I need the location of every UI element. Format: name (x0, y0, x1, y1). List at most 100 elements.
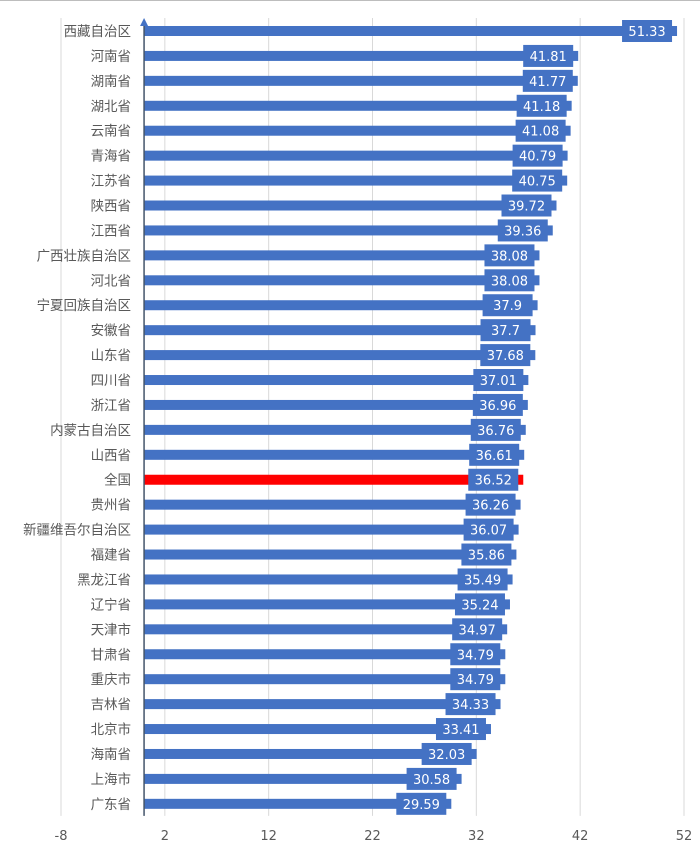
bar (144, 674, 506, 685)
bar (144, 275, 540, 286)
bar (144, 100, 572, 111)
data-label: 36.26 (472, 499, 509, 514)
data-label: 35.24 (461, 598, 498, 613)
category-label: 新疆维吾尔自治区 (23, 523, 131, 539)
category-label: 西藏自治区 (64, 24, 132, 40)
category-label: 江西省 (91, 223, 132, 239)
data-label: 37.9 (493, 299, 522, 314)
bar (144, 325, 536, 336)
category-label: 安徽省 (91, 323, 132, 339)
bar (144, 599, 510, 610)
bar (144, 175, 568, 186)
category-label: 浙江省 (91, 398, 132, 414)
bar (144, 375, 529, 386)
bar (144, 773, 462, 784)
category-label: 江苏省 (91, 174, 132, 190)
category-label: 陕西省 (91, 199, 132, 215)
data-label: 34.33 (452, 698, 489, 713)
data-label-box (461, 543, 512, 566)
data-label-box (622, 20, 673, 42)
data-label-box (457, 568, 508, 591)
data-label-box (497, 219, 548, 242)
category-label: 上海市 (91, 771, 132, 788)
category-label: 湖北省 (91, 99, 132, 115)
data-label: 38.08 (491, 274, 528, 289)
bar (144, 748, 477, 759)
bar (144, 499, 521, 510)
bar (144, 624, 508, 635)
data-label: 39.36 (504, 224, 541, 239)
bar (144, 699, 501, 710)
data-label: 36.07 (470, 524, 507, 539)
bar (144, 26, 678, 36)
data-label: 34.97 (459, 623, 496, 638)
data-label-box (515, 119, 566, 142)
data-label: 37.7 (491, 324, 520, 339)
data-label-box (473, 369, 524, 392)
data-label-box (484, 269, 535, 292)
category-label: 河南省 (91, 49, 132, 65)
data-label-box (482, 294, 533, 317)
data-label: 36.96 (479, 399, 516, 414)
data-label-box (465, 493, 516, 516)
data-label-box (450, 643, 501, 666)
data-label: 36.52 (475, 474, 512, 489)
data-label-box (484, 244, 535, 267)
bar (144, 724, 491, 735)
bar (144, 250, 540, 261)
data-label-box (522, 69, 573, 92)
data-label: 39.72 (508, 200, 545, 215)
data-label: 30.58 (413, 773, 450, 788)
data-label: 34.79 (457, 648, 494, 663)
x-tick-label: 42 (572, 829, 589, 844)
data-label-box (469, 443, 520, 466)
data-label: 51.33 (628, 25, 665, 40)
bar (144, 150, 568, 161)
data-label-box (516, 94, 567, 117)
data-label: 40.79 (519, 150, 556, 165)
category-label: 河北省 (91, 273, 132, 289)
category-label: 天津市 (91, 621, 132, 638)
data-label-box (512, 169, 563, 192)
x-tick-label: 32 (468, 829, 485, 844)
data-label: 41.08 (522, 125, 559, 140)
data-label: 36.61 (476, 449, 513, 464)
data-label-box (435, 718, 486, 741)
data-label: 41.18 (523, 100, 560, 115)
data-label-box (470, 418, 521, 441)
x-tick-label: 52 (676, 829, 693, 844)
data-label: 37.01 (480, 374, 517, 389)
category-label: 云南省 (91, 124, 132, 140)
data-label-box (421, 742, 472, 765)
top-border (0, 0, 700, 1)
data-label-box (468, 468, 519, 491)
bar (144, 225, 553, 236)
bar (144, 50, 579, 61)
data-label: 35.86 (468, 549, 505, 564)
category-label: 北京市 (91, 721, 132, 738)
bar (144, 399, 528, 410)
data-label-box (396, 792, 447, 815)
bar (144, 350, 536, 361)
bar (144, 75, 578, 86)
category-label: 吉林省 (91, 697, 132, 713)
category-label: 海南省 (91, 747, 132, 763)
category-label: 山东省 (91, 348, 132, 364)
bar (144, 649, 506, 660)
data-label-box (445, 693, 496, 716)
data-label: 41.81 (530, 50, 567, 65)
data-label-box (480, 344, 531, 367)
data-label-box (454, 593, 505, 616)
x-tick-label: 2 (161, 829, 169, 844)
category-label: 全国 (104, 472, 131, 489)
x-tick-label: 22 (364, 829, 381, 844)
category-label: 甘肃省 (91, 647, 132, 663)
bar (144, 524, 519, 535)
bar (144, 474, 524, 485)
bar (144, 424, 526, 435)
data-label-box (463, 518, 514, 541)
data-label-box (512, 144, 563, 167)
data-label-box (406, 767, 457, 790)
bar (144, 125, 571, 136)
data-label: 40.75 (519, 175, 556, 190)
